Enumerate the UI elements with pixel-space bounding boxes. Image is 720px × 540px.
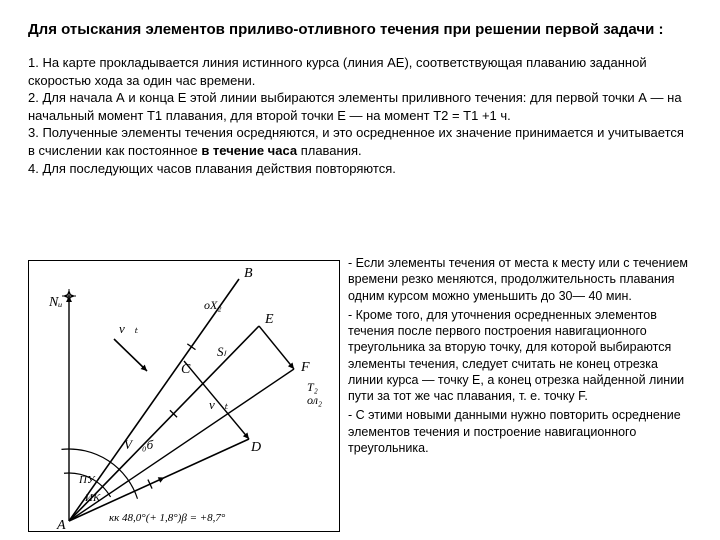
svg-text:T₂: T₂	[307, 380, 318, 394]
svg-text:D: D	[250, 440, 261, 455]
svg-text:A: A	[56, 518, 66, 531]
step-line: 3. Полученные элементы течения осредняют…	[28, 124, 692, 159]
svg-text:кк 48,0°(+ 1,8°)β = +8,7°: кк 48,0°(+ 1,8°)β = +8,7°	[109, 512, 226, 524]
step-line: 4. Для последующих часов плавания действ…	[28, 160, 692, 178]
navigation-diagram: B E F D C A Nᵤ v⃗ₜ v⃗ₜ V⃗₀б Sₗ оХ₂ T₂ол₂ ПУ ИК кк 48,0°…	[28, 260, 340, 532]
svg-text:v⃗ₜ: v⃗ₜ	[209, 397, 229, 412]
svg-text:Sₗ: Sₗ	[217, 344, 227, 359]
steps-block: 1. На карте прокладывается линия истинно…	[28, 54, 692, 177]
svg-text:F: F	[300, 360, 310, 375]
diagram-svg: B E F D C A Nᵤ v⃗ₜ v⃗ₜ V⃗₀б Sₗ оХ₂ T₂ол₂ ПУ ИК кк 48,0°…	[29, 261, 339, 531]
svg-text:ПУ: ПУ	[78, 474, 96, 486]
svg-text:V⃗₀б: V⃗₀б	[124, 437, 154, 452]
bottom-row: B E F D C A Nᵤ v⃗ₜ v⃗ₜ V⃗₀б Sₗ оХ₂ T₂ол₂ ПУ ИК кк 48,0°…	[28, 255, 692, 530]
svg-text:ол₂: ол₂	[307, 393, 322, 407]
svg-text:E: E	[264, 312, 274, 327]
page-root: Для отыскания элементов приливо-отливног…	[0, 0, 720, 540]
svg-text:C: C	[181, 362, 191, 377]
svg-text:Nᵤ: Nᵤ	[48, 295, 62, 310]
step-line: 1. На карте прокладывается линия истинно…	[28, 54, 692, 89]
svg-text:v⃗ₜ: v⃗ₜ	[119, 321, 139, 336]
svg-text:оХ₂: оХ₂	[204, 298, 222, 312]
svg-text:B: B	[244, 266, 253, 281]
step-line: 2. Для начала А и конца Е этой линии выб…	[28, 89, 692, 124]
note-3: - С этими новыми данными нужно повторить…	[348, 407, 692, 456]
note-1: - Если элементы течения от места к месту…	[348, 255, 692, 304]
right-notes: - Если элементы течения от места к месту…	[348, 255, 692, 459]
heading: Для отыскания элементов приливо-отливног…	[28, 20, 692, 40]
svg-text:ИК: ИК	[84, 492, 101, 504]
note-2: - Кроме того, для уточнения осредненных …	[348, 307, 692, 405]
